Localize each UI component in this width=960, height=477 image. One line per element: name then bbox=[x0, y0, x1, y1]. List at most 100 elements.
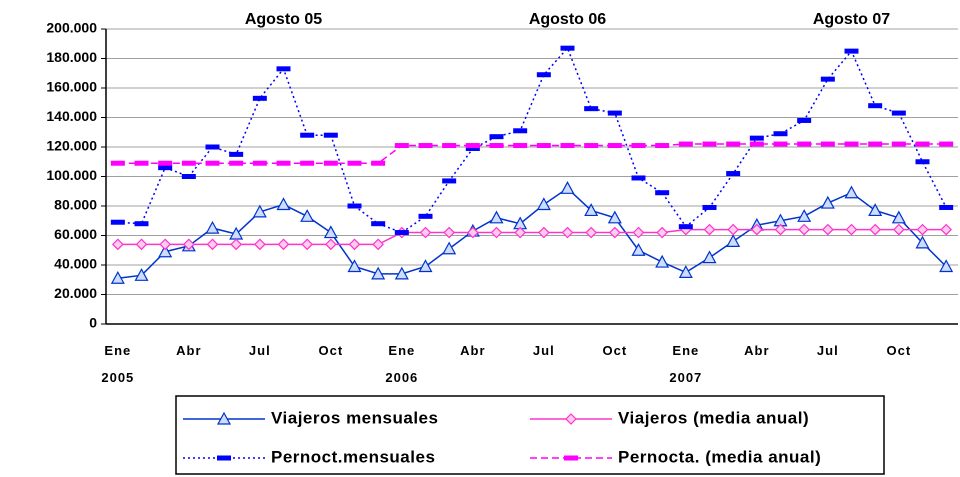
marker bbox=[513, 128, 528, 134]
marker bbox=[111, 238, 124, 251]
marker bbox=[845, 223, 858, 236]
marker bbox=[656, 226, 669, 239]
marker bbox=[536, 143, 551, 149]
marker bbox=[489, 143, 504, 149]
marker bbox=[158, 244, 173, 258]
legend-label: Pernoct.mensuales bbox=[271, 447, 435, 466]
marker bbox=[655, 254, 670, 268]
x-tick-label: Jul bbox=[533, 343, 555, 358]
marker bbox=[324, 238, 337, 251]
marker bbox=[868, 203, 883, 217]
marker bbox=[536, 72, 551, 78]
marker bbox=[607, 110, 622, 116]
marker bbox=[798, 223, 811, 236]
marker bbox=[205, 160, 220, 166]
marker bbox=[891, 210, 906, 224]
marker bbox=[702, 250, 717, 264]
marker bbox=[348, 238, 361, 251]
marker bbox=[565, 413, 577, 425]
marker bbox=[939, 141, 954, 147]
marker bbox=[300, 209, 315, 222]
marker bbox=[797, 209, 812, 222]
marker bbox=[443, 226, 456, 239]
marker bbox=[442, 178, 457, 184]
marker bbox=[702, 204, 717, 210]
marker bbox=[300, 132, 315, 138]
y-tick-label: 60.000 bbox=[54, 226, 97, 242]
marker bbox=[323, 225, 338, 239]
marker bbox=[869, 223, 882, 236]
marker bbox=[252, 95, 267, 101]
marker bbox=[205, 220, 220, 234]
marker bbox=[182, 238, 195, 251]
marker bbox=[585, 226, 598, 239]
y-tick-label: 0 bbox=[89, 315, 97, 331]
marker bbox=[820, 195, 835, 209]
marker bbox=[514, 226, 527, 239]
marker bbox=[939, 259, 954, 273]
marker bbox=[631, 175, 646, 181]
y-tick-label: 120.000 bbox=[46, 138, 97, 154]
marker bbox=[607, 210, 622, 224]
marker bbox=[229, 160, 244, 166]
marker bbox=[442, 143, 457, 149]
y-tick-label: 160.000 bbox=[46, 79, 97, 95]
marker bbox=[560, 45, 575, 51]
marker bbox=[205, 144, 220, 150]
x-tick-label: Oct bbox=[886, 343, 911, 358]
y-tick-label: 200.000 bbox=[46, 20, 97, 36]
marker bbox=[561, 226, 574, 239]
marker bbox=[394, 143, 409, 149]
marker bbox=[371, 221, 386, 227]
marker bbox=[323, 132, 338, 138]
marker bbox=[158, 160, 173, 166]
marker bbox=[844, 185, 859, 199]
marker bbox=[301, 238, 314, 251]
x-tick-label: Abr bbox=[176, 343, 201, 358]
marker bbox=[797, 117, 812, 123]
marker bbox=[253, 238, 266, 251]
marker bbox=[216, 411, 232, 425]
marker bbox=[584, 143, 599, 149]
marker bbox=[892, 223, 905, 236]
marker bbox=[347, 259, 362, 273]
legend-label: Pernocta. (media anual) bbox=[618, 447, 821, 466]
marker bbox=[820, 76, 835, 82]
series bbox=[111, 223, 953, 251]
series bbox=[110, 141, 954, 166]
marker bbox=[489, 210, 504, 224]
marker bbox=[678, 141, 693, 147]
y-tick-label: 180.000 bbox=[46, 49, 97, 65]
x-tick-label: Ene 2007 bbox=[669, 343, 702, 385]
marker bbox=[607, 143, 622, 149]
marker bbox=[372, 238, 385, 251]
x-tick-label: Ene 2005 bbox=[101, 343, 134, 385]
marker bbox=[276, 66, 291, 72]
marker bbox=[134, 160, 149, 166]
marker bbox=[276, 197, 291, 211]
marker bbox=[631, 143, 646, 149]
marker bbox=[727, 223, 740, 236]
marker bbox=[110, 160, 125, 166]
x-tick-label: Abr bbox=[460, 343, 485, 358]
marker bbox=[419, 226, 432, 239]
marker bbox=[632, 226, 645, 239]
marker bbox=[371, 160, 386, 166]
annotation: Agosto 05 bbox=[245, 11, 322, 28]
marker bbox=[844, 141, 859, 147]
marker bbox=[797, 141, 812, 147]
marker bbox=[217, 455, 231, 461]
x-tick-label: Jul bbox=[817, 343, 839, 358]
marker bbox=[347, 160, 362, 166]
x-tick-label: Ene 2006 bbox=[385, 343, 418, 385]
marker bbox=[134, 268, 149, 281]
marker bbox=[868, 141, 883, 147]
marker bbox=[536, 197, 551, 211]
marker bbox=[537, 226, 550, 239]
marker bbox=[465, 143, 480, 149]
marker bbox=[703, 223, 716, 236]
marker bbox=[229, 151, 244, 157]
legend-label: Viajeros mensuales bbox=[271, 408, 438, 427]
marker bbox=[844, 48, 859, 54]
marker bbox=[230, 238, 243, 251]
